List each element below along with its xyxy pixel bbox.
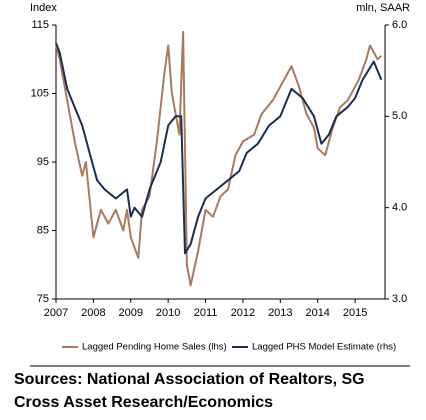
y-tick-label: 85 [37,224,49,236]
x-tick-label: 2015 [343,307,367,319]
y-tick-label: 75 [37,293,49,305]
x-tick-label: 2011 [194,307,218,319]
x-tick-label: 2009 [119,307,143,319]
source-line: Sources: National Association of Realtor… [14,371,365,388]
x-tick-label: 2014 [305,307,329,319]
x-tick-label: 2008 [81,307,105,319]
y-tick-label: 115 [31,19,49,31]
x-tick-label: 2013 [268,307,292,319]
y2-tick-label: 5.0 [392,110,407,122]
y2-tick-label: 3.0 [392,293,407,305]
y-tick-label: 95 [37,156,49,168]
x-tick-label: 2010 [156,307,180,319]
y-axis-label: Index [30,2,57,14]
y2-tick-label: 4.0 [392,202,407,214]
x-tick-label: 2012 [231,307,255,319]
y-tick-label: 105 [31,87,49,99]
legend-label: Lagged PHS Model Estimate (rhs) [252,342,396,353]
y2-axis-label: mln, SAAR [356,2,410,14]
source-line: Cross Asset Research/Economics [14,394,273,411]
series-line [55,30,382,287]
legend-label: Lagged Pending Home Sales (lhs) [82,342,227,353]
y2-tick-label: 6.0 [392,19,407,31]
x-tick-label: 2007 [44,307,68,319]
series-line [55,42,383,255]
